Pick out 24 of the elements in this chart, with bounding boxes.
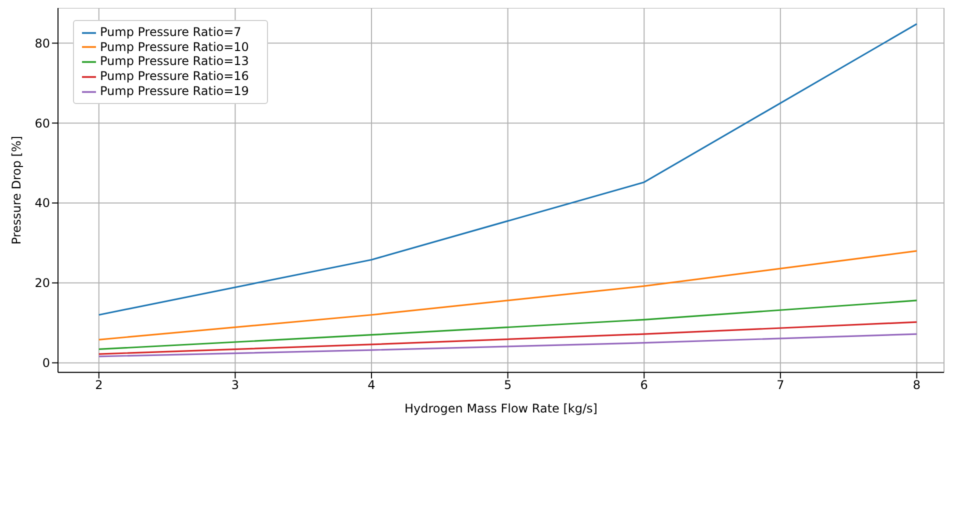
line-series (98, 23, 918, 316)
legend-label: Pump Pressure Ratio=19 (100, 84, 249, 98)
y-axis-title: Pressure Drop [%] (9, 136, 24, 244)
x-tick-label: 2 (95, 378, 103, 392)
x-tick-label: 7 (776, 378, 784, 392)
legend-label: Pump Pressure Ratio=7 (100, 25, 242, 39)
x-tick-label: 6 (640, 378, 648, 392)
x-tick-label: 5 (504, 378, 512, 392)
y-tick-label: 20 (34, 276, 50, 290)
line-series (98, 300, 918, 350)
legend-label: Pump Pressure Ratio=13 (100, 54, 249, 68)
x-tick-label: 3 (231, 378, 240, 392)
legend-label: Pump Pressure Ratio=16 (100, 69, 249, 84)
y-tick-label: 80 (34, 36, 50, 50)
y-tick-label: 60 (34, 116, 50, 130)
x-axis-title: Hydrogen Mass Flow Rate [kg/s] (404, 401, 598, 416)
line-series (98, 333, 918, 358)
x-tick-label: 8 (912, 378, 921, 392)
legend-label: Pump Pressure Ratio=10 (100, 40, 249, 54)
y-tick-label: 0 (42, 356, 50, 370)
y-tick-label: 40 (34, 196, 50, 210)
x-tick-label: 4 (368, 378, 376, 392)
line-series (98, 250, 918, 340)
line-series (98, 321, 918, 355)
